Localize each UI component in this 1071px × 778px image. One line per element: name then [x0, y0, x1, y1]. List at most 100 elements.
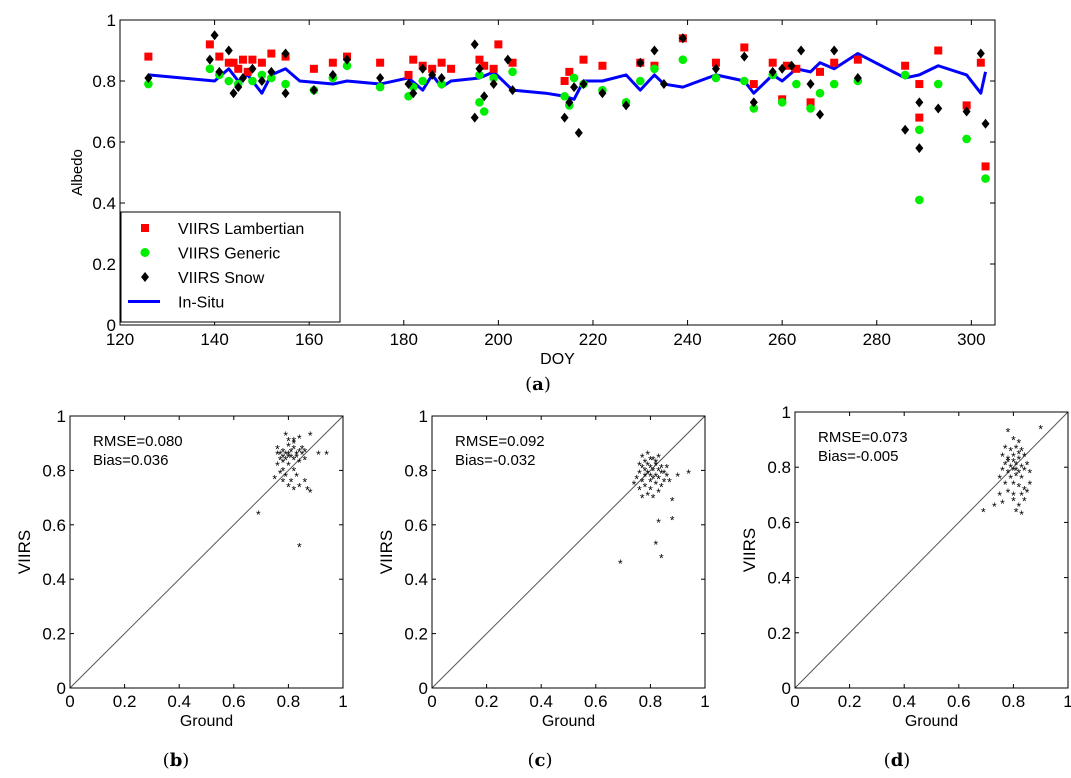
scatter-point: * [656, 486, 661, 500]
snow-point [470, 112, 479, 123]
generic-point [560, 91, 569, 101]
snow-point [224, 45, 233, 56]
x-tick-label: 1 [700, 692, 709, 711]
x-tick-label: 0.6 [222, 692, 246, 711]
generic-point [829, 79, 839, 89]
lambertian-point [480, 61, 489, 70]
scatter-point: * [1019, 508, 1024, 522]
snow-point [508, 85, 517, 96]
scatter-point: * [643, 456, 648, 470]
scatter-point: * [670, 494, 675, 508]
scatter-point: * [1014, 458, 1019, 472]
bias-annotation: Bias=-0.005 [818, 448, 898, 465]
scatter-point: * [670, 513, 675, 527]
in-situ-line [148, 52, 988, 101]
generic-point [981, 174, 990, 183]
scatter-point: * [278, 467, 283, 481]
lambertian-point [915, 80, 924, 89]
scatter-point: * [302, 454, 307, 468]
y-tick-label: 0.2 [404, 625, 428, 644]
snow-point [816, 109, 824, 120]
scatter-point: * [1006, 456, 1011, 470]
scatter-point: * [294, 448, 299, 462]
snow-point [678, 33, 687, 44]
generic-point [569, 73, 579, 83]
legend-label: VIIRS Generic [178, 246, 280, 263]
scatter-point: * [1011, 489, 1016, 503]
scatter-point: * [286, 434, 291, 448]
lambertian-point [598, 61, 607, 70]
snow-point [404, 79, 413, 90]
lambertian-point [792, 64, 801, 73]
lambertian-point [447, 64, 456, 73]
x-tick-label: 280 [863, 330, 891, 349]
scatter-point: * [645, 459, 650, 473]
lambertian-point [901, 61, 910, 70]
scatter-point: * [297, 432, 302, 446]
scatter-point: * [648, 483, 653, 497]
scatter-point: * [1027, 478, 1032, 492]
lambertian-point [404, 70, 413, 79]
snow-point [579, 79, 588, 90]
generic-point [267, 73, 276, 83]
snow-point [853, 72, 862, 83]
scatter-point: * [654, 478, 659, 492]
y-axis-label: VIIRS [15, 530, 34, 574]
generic-point [635, 76, 645, 86]
snow-point [503, 54, 512, 65]
one-to-one-line [794, 411, 1069, 689]
scatter-point: * [1019, 445, 1024, 459]
generic-point [437, 79, 446, 89]
x-tick-label: 0.4 [529, 692, 553, 711]
y-tick-label: 0.4 [767, 569, 791, 588]
scatter-point: * [656, 473, 661, 487]
scatter-point: * [637, 459, 642, 473]
snow-point [934, 103, 943, 114]
snow-point [437, 72, 446, 83]
snow-point [962, 106, 971, 117]
lambertian-point [328, 58, 337, 67]
x-tick-label: 0.4 [892, 692, 916, 711]
x-tick-label: 1 [338, 692, 347, 711]
caption-d: (d) [884, 750, 911, 771]
generic-point [205, 64, 215, 74]
lambertian-point [489, 64, 498, 73]
snow-point [428, 69, 437, 80]
generic-point [740, 76, 749, 86]
scatter-point: * [664, 462, 669, 476]
snow-point [210, 30, 219, 41]
snow-point [489, 79, 498, 90]
snow-point [328, 69, 337, 80]
scatter-point: * [651, 492, 656, 506]
scatter-point: * [648, 454, 653, 468]
scatter-point: * [659, 481, 664, 495]
scatter-point: * [272, 473, 277, 487]
lambertian-point [224, 58, 233, 67]
lambertian-point [144, 52, 153, 61]
scatter-point: * [640, 451, 645, 465]
scatter-point: * [1022, 494, 1027, 508]
scatter-point: * [1022, 464, 1027, 478]
scatter-point: * [656, 451, 661, 465]
y-tick-label: 0.8 [404, 461, 428, 480]
scatter-point: * [1011, 450, 1016, 464]
scatter-point: * [278, 454, 283, 468]
scatter-point: * [618, 557, 623, 571]
scatter-point: * [283, 429, 288, 443]
generic-point [144, 79, 153, 89]
scatter-point: * [654, 538, 659, 552]
scatter-point: * [1014, 469, 1019, 483]
scatter-point: * [324, 448, 329, 462]
scatter-point: * [656, 464, 661, 478]
scatter-point: * [645, 467, 650, 481]
rmse-annotation: RMSE=0.073 [818, 429, 908, 446]
x-tick-label: 260 [768, 330, 796, 349]
scatter-point: * [643, 481, 648, 495]
panel-a-x-axis-label: DOY [540, 351, 575, 368]
scatter-point: * [632, 478, 637, 492]
x-tick-label: 120 [106, 330, 134, 349]
axes-frame [69, 415, 344, 689]
one-to-one-line [69, 415, 344, 689]
legend-label: In-Situ [178, 295, 224, 312]
rmse-annotation: RMSE=0.092 [455, 433, 545, 450]
